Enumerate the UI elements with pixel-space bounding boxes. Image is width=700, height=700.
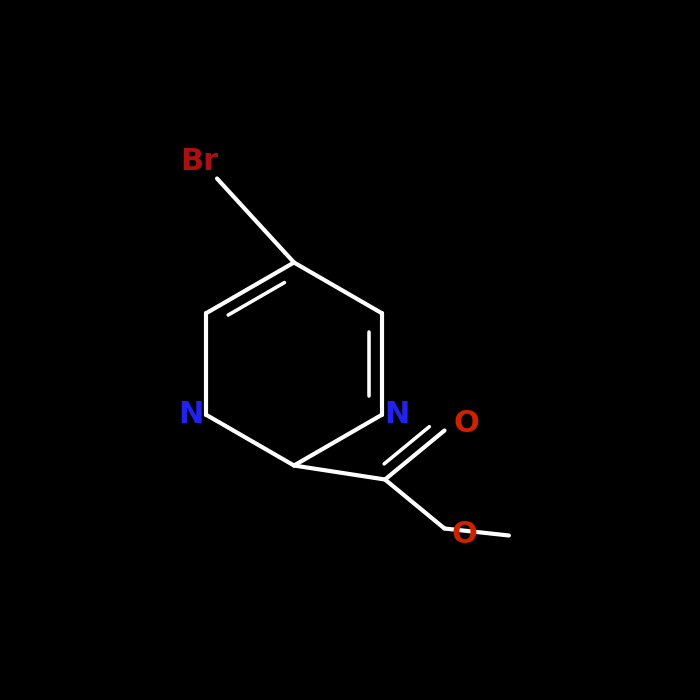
Text: N: N — [178, 400, 204, 429]
Text: O: O — [452, 519, 477, 549]
Text: N: N — [384, 400, 410, 429]
Text: O: O — [454, 409, 480, 438]
Text: Br: Br — [181, 146, 218, 176]
